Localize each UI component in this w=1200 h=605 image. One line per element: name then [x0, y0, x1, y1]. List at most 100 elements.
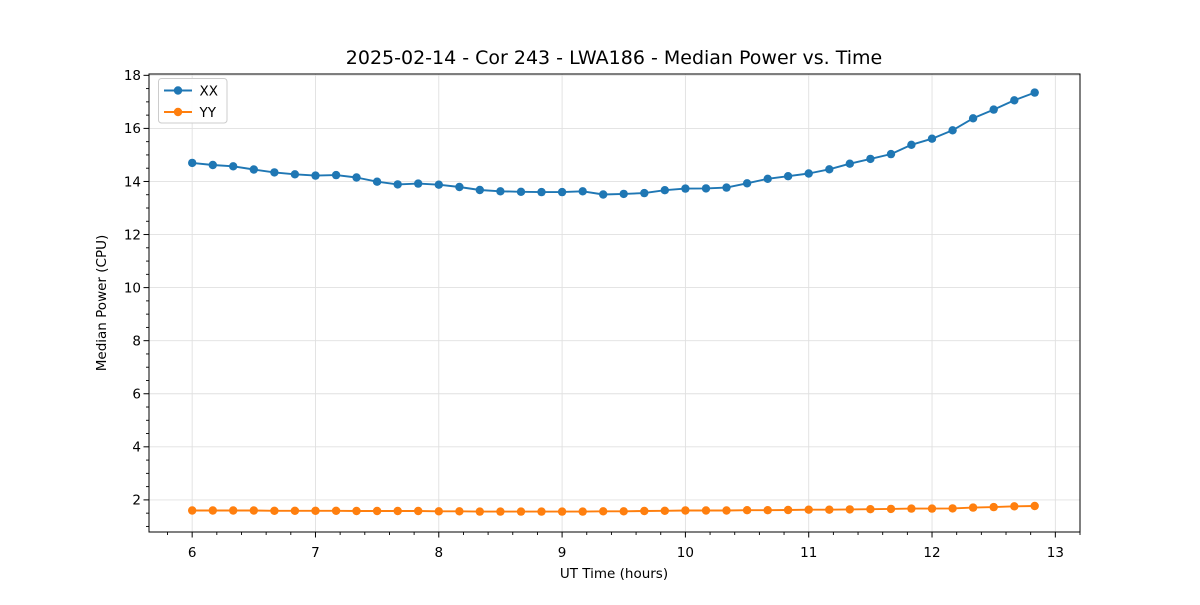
data-point-marker [1030, 501, 1039, 511]
data-point-marker [886, 504, 896, 514]
data-point-marker [496, 187, 505, 196]
data-point-marker [948, 504, 957, 513]
data-point-marker [352, 173, 361, 182]
x-axis-label: UT Time (hours) [560, 566, 668, 582]
data-point-marker [434, 180, 443, 189]
gridlines [149, 74, 1080, 532]
data-point-marker [578, 187, 587, 196]
data-point-marker [804, 169, 813, 178]
x-tick-label: 6 [188, 545, 197, 561]
data-point-marker [208, 160, 217, 170]
data-point-marker [927, 504, 937, 513]
axes-spines-and-ticks [143, 73, 1081, 538]
data-point-marker [742, 506, 752, 515]
x-tick-label: 10 [677, 545, 694, 561]
data-point-marker [1010, 502, 1019, 511]
data-point-marker [270, 506, 279, 515]
data-point-marker [270, 168, 279, 177]
data-point-marker [783, 172, 793, 181]
data-point-marker [907, 504, 916, 513]
data-point-marker [701, 506, 711, 515]
data-point-marker [681, 506, 690, 515]
data-point-marker [414, 506, 423, 516]
data-point-marker [763, 506, 772, 515]
chart-title: 2025-02-14 - Cor 243 - LWA186 - Median P… [346, 47, 882, 69]
legend-sample-marker [173, 86, 183, 95]
x-tick-label: 13 [1047, 545, 1064, 561]
data-point-marker [763, 174, 772, 183]
data-point-marker [414, 179, 423, 188]
plot-border [148, 73, 1081, 533]
x-tick-label: 7 [311, 545, 320, 561]
data-point-marker [311, 171, 320, 180]
data-point-marker [701, 184, 711, 193]
y-axis-label: Median Power (CPU) [94, 235, 110, 371]
data-point-marker [290, 170, 300, 179]
legend-entry-label: YY [199, 105, 217, 121]
data-point-marker [681, 184, 690, 193]
legend-entry-label: XX [200, 83, 219, 99]
data-point-marker [783, 505, 793, 515]
y-tick-label: 6 [132, 387, 141, 403]
data-point-marker [640, 188, 649, 198]
data-point-marker [352, 506, 361, 516]
series-XX [188, 88, 1039, 199]
data-point-marker [188, 506, 197, 515]
data-point-marker [640, 506, 649, 516]
data-point-marker [372, 506, 382, 516]
data-point-marker [1030, 88, 1039, 97]
y-tick-label: 4 [132, 440, 141, 456]
data-point-marker [434, 507, 443, 516]
data-point-marker [188, 158, 197, 168]
data-point-marker [804, 505, 813, 514]
x-tick-label: 9 [558, 545, 567, 561]
y-tick-label: 16 [124, 121, 141, 137]
data-point-marker [229, 506, 238, 515]
data-point-marker [557, 187, 567, 197]
data-point-marker [372, 177, 382, 186]
data-point-marker [722, 506, 731, 515]
data-point-marker [599, 507, 608, 516]
x-tick-label: 8 [434, 545, 443, 561]
data-point-marker [516, 507, 526, 516]
data-point-marker [249, 506, 258, 515]
legend: XX YY [158, 78, 228, 124]
data-point-marker [455, 507, 464, 516]
data-point-marker [948, 126, 957, 135]
data-point-marker [660, 186, 669, 195]
data-point-marker [660, 506, 669, 515]
data-point-marker [455, 182, 464, 192]
data-point-marker [496, 507, 505, 516]
tick-labels: 6 7 8 9 10 11 12 13 2 4 6 8 10 12 14 16 18 [124, 68, 1064, 561]
y-tick-label: 12 [124, 227, 141, 243]
data-point-marker [475, 507, 484, 516]
data-point-marker [742, 179, 752, 188]
data-point-marker [989, 105, 998, 114]
data-point-marker [578, 507, 587, 516]
legend-sample-marker [173, 107, 183, 117]
data-point-marker [968, 114, 978, 123]
data-point-marker [1010, 96, 1019, 105]
series-YY [188, 501, 1039, 516]
data-point-marker [331, 170, 341, 180]
data-point-marker [290, 506, 300, 515]
y-tick-label: 14 [124, 174, 141, 190]
data-point-marker [208, 506, 217, 515]
data-point-marker [537, 507, 546, 516]
data-point-marker [599, 190, 608, 199]
data-point-marker [825, 165, 834, 174]
data-point-marker [249, 165, 258, 174]
data-point-marker [619, 189, 628, 199]
data-point-marker [516, 187, 526, 196]
data-point-marker [619, 507, 628, 516]
data-point-marker [866, 505, 875, 514]
data-point-marker [927, 134, 937, 143]
data-point-marker [886, 149, 896, 159]
data-point-marker [968, 503, 978, 512]
data-point-marker [311, 506, 320, 515]
data-series [188, 88, 1039, 516]
data-point-marker [229, 162, 238, 171]
data-point-marker [722, 183, 731, 192]
data-point-marker [331, 506, 341, 515]
